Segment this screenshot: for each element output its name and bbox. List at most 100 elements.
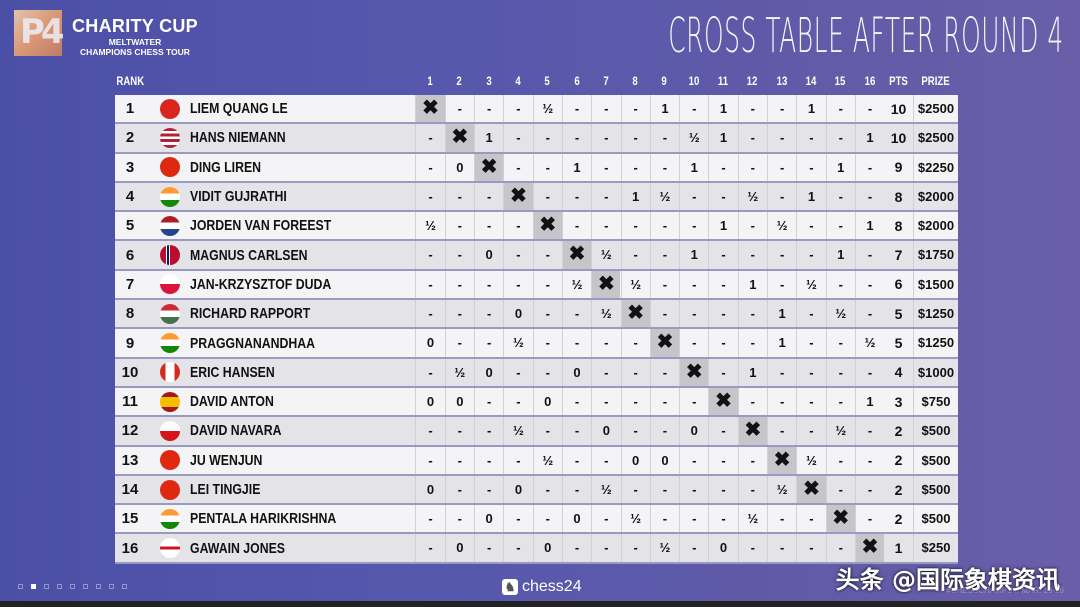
slide-dot[interactable] [122,584,127,589]
result-cell: - [620,358,650,386]
result-cell: - [620,329,650,357]
slide-dot[interactable] [44,584,49,589]
result-cell: - [561,212,591,240]
result-cell: - [708,182,737,211]
prize: $2000 [913,212,958,240]
result-cell: - [708,153,737,181]
result-cell: - [854,505,884,533]
rank: 14 [121,481,139,498]
result-cell: - [474,446,503,474]
result-cell: ½ [649,182,679,211]
result-cell: - [591,387,620,416]
header-opponent-14: 14 [805,74,817,88]
rank: 4 [125,188,135,206]
result-cell: - [532,124,562,152]
rank: 7 [125,275,135,293]
self-cell-cross-icon: ✖ [474,153,504,181]
result-cell: 1 [649,95,679,123]
result-cell: - [796,329,825,357]
result-cell: 0 [561,358,591,386]
result-cell: 0 [474,358,503,386]
rank: 8 [125,305,135,323]
result-cell: - [649,270,679,299]
header-rank: RANK [116,74,145,88]
flag-canada-icon [160,362,180,383]
self-cell-cross-icon: ✖ [854,534,885,562]
slide-dot[interactable] [70,584,75,589]
result-cell: - [767,358,796,386]
result-cell: - [796,241,825,269]
points: 2 [894,510,903,527]
table-row: 14 LEI TINGJIE 0- -0- - ½ - - - - - ½ ✖ - -2 $500 [115,475,958,506]
points: 1 [894,540,903,557]
slide-dot[interactable] [57,584,62,589]
table-row: 11 DAVID ANTON 0 0- -0- - - - - ✖ - - - -1 3 $750 [115,387,958,418]
chess24-logo: ♞ chess24 [502,578,582,596]
result-cell: - [825,95,855,123]
rank: 10 [121,363,139,381]
rank: 16 [121,539,139,557]
result-cell: - [591,124,620,152]
result-cell: 1 [767,300,796,328]
hashtag: #CHESSCHAMPS // MAR. 19-26 [946,586,1064,595]
result-cell: - [561,534,591,562]
result-cell: - [620,212,650,240]
table-row: 12 DAVID NAVARA - - - ½ - -0- -0- ✖ - - ½ -2 $500 [115,417,958,447]
result-cell: - [415,446,444,474]
result-cell: - [503,153,532,181]
result-cell: - [444,300,474,328]
watermark: 头条 @国际象棋资讯 [835,566,1060,594]
points: 9 [894,159,903,176]
header-opponent-1: 1 [427,74,433,88]
result-cell: - [737,387,767,416]
result-cell: - [444,329,474,357]
result-cell: - [796,358,825,386]
flag-india-icon [160,508,180,529]
header-opponent-15: 15 [834,74,846,88]
slide-dot[interactable] [96,584,101,589]
flag-china-icon [160,450,180,471]
prize: $2000 [913,182,958,211]
event-tour: CHAMPIONS CHESS TOUR [80,47,190,57]
flag-usa-icon [160,127,180,148]
result-cell: 1 [854,387,884,416]
result-cell: - [444,475,474,504]
result-cell: - [474,212,503,240]
result-cell: ½ [620,505,650,533]
result-cell: - [679,95,708,123]
result-cell: - [532,182,562,211]
slide-dot[interactable] [109,584,114,589]
result-cell: - [796,534,825,562]
result-cell: - [415,241,444,269]
result-cell: - [796,505,825,533]
result-cell: - [737,300,767,328]
result-cell: 0 [503,475,532,504]
chess24-label: chess24 [522,578,582,595]
player-name: MAGNUS CARLSEN [190,246,308,264]
result-cell: - [767,95,796,123]
player-name: VIDIT GUJRATHI [190,188,287,206]
player-name: RICHARD RAPPORT [190,305,311,323]
player-name: JU WENJUN [190,451,263,469]
result-cell: - [708,300,737,328]
result-cell: ½ [767,212,796,240]
result-cell: - [561,446,591,474]
prize: $1250 [913,329,958,357]
slide-dot-active[interactable] [31,584,36,589]
cross-table: 1 LIEM QUANG LE ✖ - - - ½ - - -1-1- -1- -10 $2500 2… [115,95,958,564]
self-cell-cross-icon: ✖ [737,417,767,445]
result-cell: 0 [708,534,737,562]
slide-dot[interactable] [83,584,88,589]
result-cell: - [679,182,708,211]
result-cell: - [737,124,767,152]
player-name: LIEM QUANG LE [190,100,288,118]
result-cell: - [503,212,532,240]
slide-dot[interactable] [18,584,23,589]
result-cell: - [561,475,591,504]
result-cell: - [503,95,532,123]
player-name: ERIC HANSEN [190,363,275,381]
prize: $250 [913,534,958,562]
result-cell: - [854,358,884,386]
flag-china-icon [160,479,180,500]
points: 10 [890,129,907,146]
